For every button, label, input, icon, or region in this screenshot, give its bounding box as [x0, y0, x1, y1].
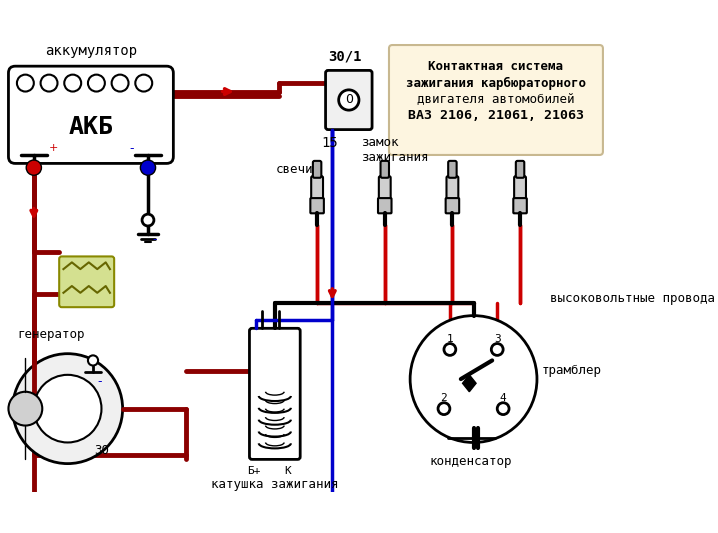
Circle shape — [444, 344, 456, 356]
FancyBboxPatch shape — [378, 198, 391, 213]
Circle shape — [41, 75, 57, 92]
Circle shape — [339, 90, 359, 110]
Circle shape — [65, 75, 81, 92]
Text: двигателя автомобилей: двигателя автомобилей — [417, 92, 574, 106]
FancyBboxPatch shape — [313, 161, 322, 178]
Circle shape — [88, 356, 98, 366]
Text: 30/1: 30/1 — [328, 50, 361, 63]
FancyBboxPatch shape — [310, 198, 324, 213]
Text: 4: 4 — [500, 393, 506, 403]
Circle shape — [17, 75, 34, 92]
FancyBboxPatch shape — [249, 328, 300, 459]
Circle shape — [141, 160, 156, 175]
Text: высоковольтные провода: высоковольтные провода — [550, 292, 714, 305]
FancyBboxPatch shape — [516, 161, 524, 178]
FancyBboxPatch shape — [311, 176, 323, 200]
Text: Б+: Б+ — [247, 466, 261, 476]
Text: -: - — [129, 142, 134, 155]
Text: генератор: генератор — [17, 328, 85, 341]
Circle shape — [410, 316, 537, 442]
Text: 15: 15 — [322, 136, 338, 150]
FancyBboxPatch shape — [379, 176, 391, 200]
Text: ВАЗ 2106, 21061, 21063: ВАЗ 2106, 21061, 21063 — [408, 109, 584, 122]
Circle shape — [27, 160, 42, 175]
Text: 30: 30 — [94, 445, 109, 457]
Circle shape — [135, 75, 152, 92]
FancyBboxPatch shape — [513, 198, 527, 213]
Circle shape — [491, 344, 503, 356]
Text: конденсатор: конденсатор — [430, 455, 512, 468]
Circle shape — [88, 75, 105, 92]
Text: катушка зажигания: катушка зажигания — [211, 478, 339, 491]
FancyBboxPatch shape — [514, 176, 526, 200]
Text: 0: 0 — [345, 93, 353, 107]
FancyBboxPatch shape — [325, 70, 372, 130]
Text: АКБ: АКБ — [68, 115, 113, 139]
Circle shape — [142, 214, 154, 226]
FancyBboxPatch shape — [389, 45, 603, 155]
Text: -: - — [97, 375, 102, 388]
Text: 3: 3 — [494, 334, 500, 344]
FancyBboxPatch shape — [381, 161, 389, 178]
FancyBboxPatch shape — [448, 161, 457, 178]
Text: свечи: свечи — [276, 163, 313, 176]
Text: замок
зажигания: замок зажигания — [361, 136, 429, 164]
FancyBboxPatch shape — [59, 256, 114, 307]
Text: зажигания карбюраторного: зажигания карбюраторного — [406, 77, 586, 90]
Circle shape — [9, 392, 42, 425]
Circle shape — [34, 375, 101, 442]
Circle shape — [498, 403, 509, 415]
Circle shape — [13, 354, 123, 464]
Text: +: + — [49, 143, 58, 153]
Text: 1: 1 — [447, 334, 453, 344]
Circle shape — [438, 403, 450, 415]
Text: трамблер: трамблер — [541, 364, 601, 377]
Text: -: - — [152, 233, 157, 246]
Text: К: К — [284, 466, 291, 476]
FancyBboxPatch shape — [446, 198, 460, 213]
Text: 2: 2 — [441, 393, 447, 403]
Text: Контактная система: Контактная система — [429, 60, 564, 73]
Circle shape — [111, 75, 129, 92]
FancyBboxPatch shape — [447, 176, 458, 200]
Polygon shape — [462, 375, 476, 392]
Text: аккумулятор: аккумулятор — [45, 44, 137, 58]
FancyBboxPatch shape — [9, 66, 173, 164]
